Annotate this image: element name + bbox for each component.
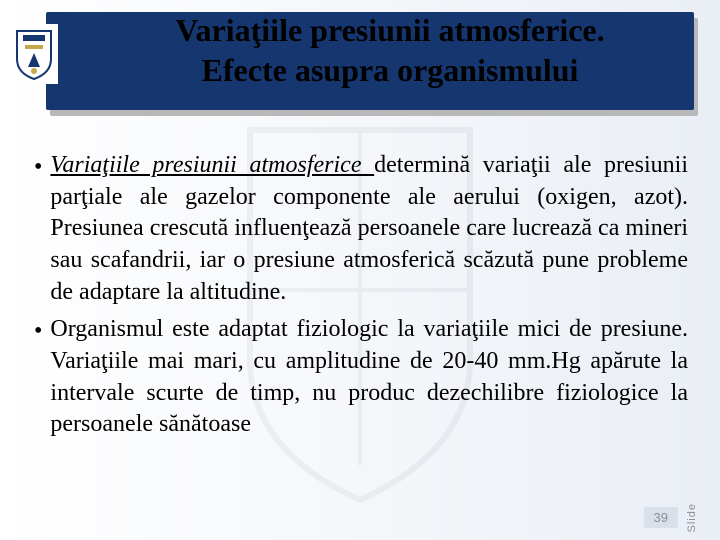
footer: 39 Slide xyxy=(644,503,698,532)
logo xyxy=(10,24,58,84)
slide-container: Variaţiile presiunii atmosferice. Efecte… xyxy=(0,0,720,540)
title-line-1: Variaţiile presiunii atmosferice. xyxy=(175,12,604,48)
content-area: • Variaţiile presiunii atmosferice deter… xyxy=(34,150,688,447)
bullet-item: • Organismul este adaptat fiziologic la … xyxy=(34,314,688,441)
bullet-text: Variaţiile presiunii atmosferice determi… xyxy=(50,150,688,308)
bullet-text: Organismul este adaptat fiziologic la va… xyxy=(50,314,688,441)
bullet-rest: Organismul este adaptat fiziologic la va… xyxy=(50,316,688,437)
page-number: 39 xyxy=(644,507,678,528)
header: Variaţiile presiunii atmosferice. Efecte… xyxy=(0,0,720,122)
slide-title: Variaţiile presiunii atmosferice. Efecte… xyxy=(100,10,680,120)
bullet-item: • Variaţiile presiunii atmosferice deter… xyxy=(34,150,688,308)
bullet-lead: Variaţiile presiunii atmosferice xyxy=(50,152,374,178)
slide-label: Slide xyxy=(686,503,698,532)
crest-icon xyxy=(13,27,55,81)
bullet-marker-icon: • xyxy=(34,314,42,441)
title-line-2: Efecte asupra organismului xyxy=(202,52,579,88)
bullet-marker-icon: • xyxy=(34,150,42,308)
